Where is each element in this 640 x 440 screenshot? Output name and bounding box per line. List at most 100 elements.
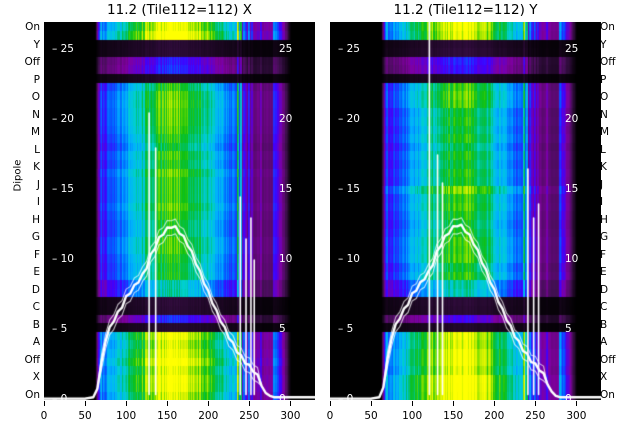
heatmap-panel-y[interactable]	[330, 22, 601, 400]
trace-overlay-x	[44, 22, 315, 400]
x-tick-100-0: 100	[116, 410, 137, 422]
x-tick-100-1: 100	[402, 410, 423, 422]
category-tick-on-21: On	[600, 388, 615, 401]
category-tick-x-20: X	[600, 371, 608, 383]
y-tick-10-0-left: – 10	[52, 253, 74, 265]
x-tickmark-300-1	[576, 401, 578, 406]
y-tick-10-0-right: 10	[279, 253, 293, 265]
category-tick-k-8: K	[33, 161, 40, 173]
y-tick-20-0-left: – 20	[52, 113, 74, 125]
x-tick-0-1: 0	[326, 410, 334, 422]
category-tick-n-5: N	[600, 108, 608, 121]
y-tick-15-1-left: – 15	[338, 183, 360, 195]
x-tick-300-0: 300	[280, 410, 301, 422]
category-tick-x-20: X	[32, 371, 40, 383]
category-tick-g-12: G	[31, 231, 40, 243]
category-tick-d-15: D	[31, 283, 40, 296]
x-tickmark-150-0	[167, 401, 169, 406]
category-tick-a-18: A	[600, 336, 608, 348]
x-tick-200-1: 200	[484, 410, 505, 422]
category-tick-o-4: O	[600, 91, 609, 103]
category-tick-b-17: B	[600, 318, 608, 331]
category-tick-c-16: C	[600, 301, 608, 313]
y-tick-20-1-right: 20	[565, 113, 579, 125]
category-tick-d-15: D	[600, 283, 609, 296]
category-tick-m-6: M	[600, 126, 610, 138]
y-tick-0-0-right: 0	[279, 393, 286, 405]
category-tick-o-4: O	[31, 91, 40, 103]
x-tickmark-250-1	[535, 401, 537, 406]
category-tick-e-14: E	[600, 266, 607, 278]
x-tick-50-1: 50	[364, 410, 378, 422]
y-tick-5-0-right: 5	[279, 323, 286, 335]
y-tick-0-1-left: – 0	[338, 393, 354, 405]
category-tick-e-14: E	[33, 266, 40, 278]
category-tick-j-9: J	[600, 178, 604, 191]
trace-overlay-y	[330, 22, 601, 400]
x-tick-250-1: 250	[525, 410, 546, 422]
y-tick-20-0-right: 20	[279, 113, 293, 125]
category-axis-left: On Y Off P O N M L K J I H G F E D C B A Off X On	[6, 21, 41, 401]
y-tick-10-1-right: 10	[565, 253, 579, 265]
category-tick-g-12: G	[600, 231, 609, 243]
heatmap-panel-x[interactable]	[44, 22, 315, 400]
x-tickmark-100-1	[412, 401, 414, 406]
category-tick-f-13: F	[33, 248, 40, 261]
y-tick-25-1-right: 25	[565, 43, 579, 55]
y-tick-15-0-right: 15	[279, 183, 293, 195]
category-tick-j-9: J	[36, 178, 40, 191]
y-tick-25-0-right: 25	[279, 43, 293, 55]
x-tick-200-0: 200	[198, 410, 219, 422]
category-tick-off-19: Off	[600, 353, 616, 366]
y-tick-15-1-right: 15	[565, 183, 579, 195]
category-axis-right: On Y Off P O N M L K J I H G F E D C B A Off X On	[600, 22, 634, 400]
category-tick-l-7: L	[34, 143, 40, 156]
category-tick-p-3: P	[33, 73, 40, 86]
y-tick-25-1-left: – 25	[338, 43, 360, 55]
y-tick-25-0-left: – 25	[52, 43, 74, 55]
category-tick-n-5: N	[32, 108, 40, 121]
y-tick-0-0-left: – 0	[52, 393, 68, 405]
category-tick-off-19: Off	[24, 353, 41, 366]
y-tick-0-1-right: 0	[565, 393, 572, 405]
x-tickmark-0-0	[44, 401, 45, 406]
category-tick-m-6: M	[30, 126, 40, 138]
panel-title-x: 11.2 (Tile112=112) X	[107, 2, 252, 18]
category-tick-l-7: L	[600, 143, 606, 156]
category-tick-y-1: Y	[600, 38, 607, 51]
x-tickmark-300-0	[290, 401, 292, 406]
category-tick-i-10: I	[36, 196, 40, 208]
category-tick-i-10: I	[600, 196, 604, 208]
category-tick-p-3: P	[600, 73, 607, 86]
y-tick-20-1-left: – 20	[338, 113, 360, 125]
category-tick-a-18: A	[32, 336, 40, 348]
x-tickmark-200-0	[208, 401, 210, 406]
x-tickmark-50-1	[371, 401, 373, 406]
category-tick-on-21: On	[25, 388, 40, 401]
x-tickmark-250-0	[249, 401, 251, 406]
category-tick-on-0: On	[25, 21, 40, 33]
x-tickmark-150-1	[453, 401, 455, 406]
x-tick-150-1: 150	[443, 410, 464, 422]
category-tick-y-1: Y	[33, 38, 40, 51]
category-tick-b-17: B	[32, 318, 40, 331]
category-tick-off-2: Off	[24, 56, 41, 68]
category-tick-off-2: Off	[600, 56, 616, 68]
y-tick-5-0-left: – 5	[52, 323, 68, 335]
y-tick-10-1-left: – 10	[338, 253, 360, 265]
y-tick-5-1-left: – 5	[338, 323, 354, 335]
category-tick-h-11: H	[32, 213, 40, 226]
x-tick-250-0: 250	[239, 410, 260, 422]
y-tick-15-0-left: – 15	[52, 183, 74, 195]
panel-title-y: 11.2 (Tile112=112) Y	[393, 2, 538, 18]
x-tick-150-0: 150	[157, 410, 178, 422]
x-tickmark-200-1	[494, 401, 496, 406]
category-tick-f-13: F	[600, 248, 607, 261]
x-tickmark-0-1	[330, 401, 331, 406]
category-tick-on-0: On	[600, 21, 615, 33]
x-tick-300-1: 300	[566, 410, 587, 422]
x-tickmark-50-0	[85, 401, 87, 406]
category-tick-k-8: K	[600, 161, 607, 173]
category-tick-h-11: H	[600, 213, 608, 226]
